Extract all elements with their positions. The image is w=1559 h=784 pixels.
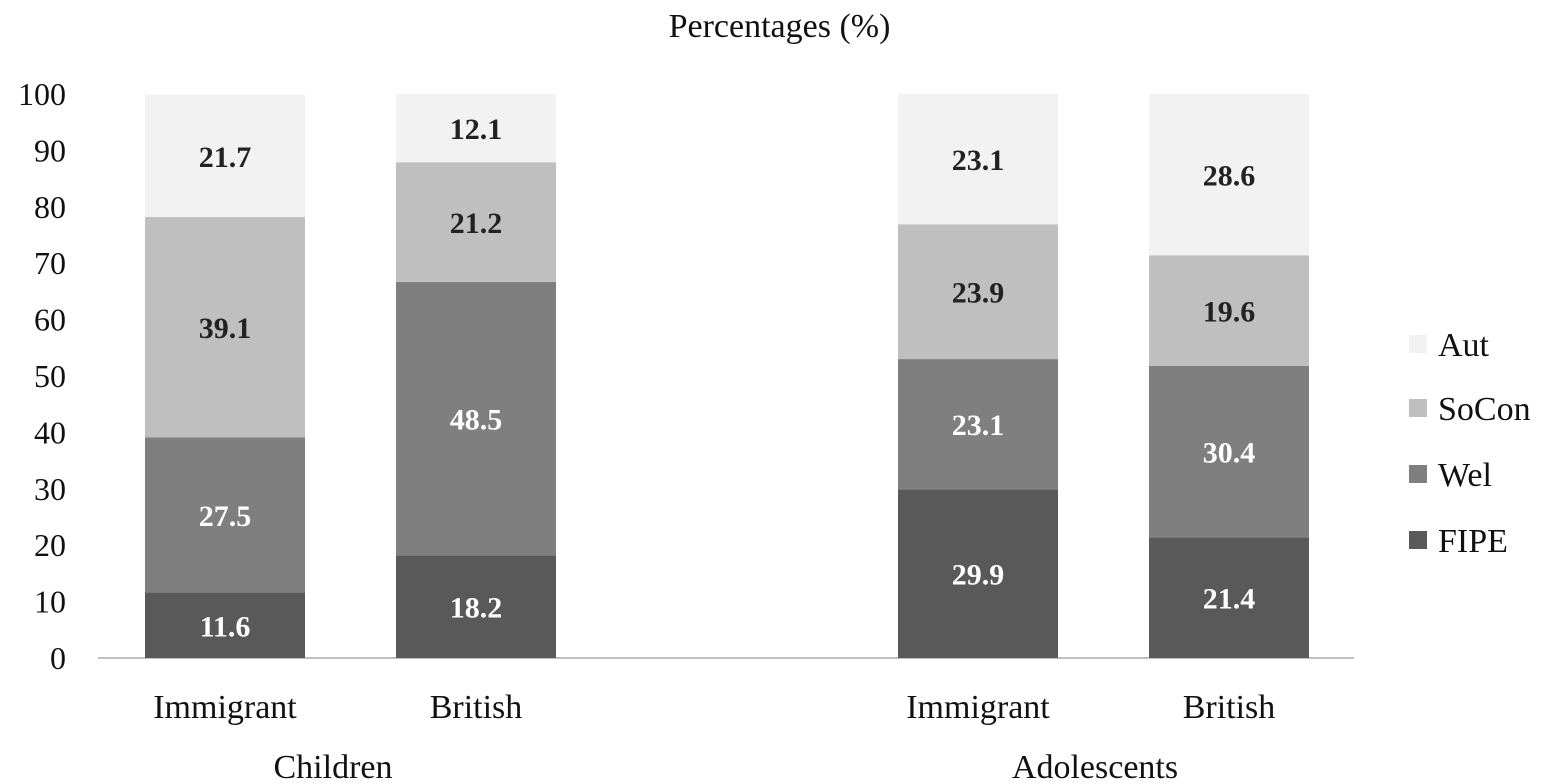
bar-segment-socon bbox=[396, 162, 556, 282]
x-tick-label: Immigrant bbox=[906, 689, 1050, 726]
data-label: 48.5 bbox=[450, 404, 503, 437]
bar-segment-socon bbox=[898, 224, 1058, 360]
bar-segment-aut bbox=[1149, 94, 1309, 256]
legend-swatch-fipe bbox=[1409, 531, 1427, 549]
y-tick-label: 100 bbox=[18, 76, 66, 112]
bar-segment-wel bbox=[1149, 365, 1309, 538]
y-tick-label: 30 bbox=[34, 471, 66, 507]
y-tick-label: 50 bbox=[34, 358, 66, 394]
data-label: 23.9 bbox=[952, 277, 1005, 310]
legend-label: SoCon bbox=[1438, 391, 1531, 428]
chart-title: Percentages (%) bbox=[668, 8, 891, 45]
bar-segment-wel bbox=[898, 359, 1058, 490]
y-tick-label: 10 bbox=[34, 584, 66, 620]
legend-label: FIPE bbox=[1438, 523, 1508, 560]
data-label: 30.4 bbox=[1203, 437, 1256, 470]
y-tick-label: 0 bbox=[50, 640, 66, 676]
data-label: 11.6 bbox=[200, 610, 251, 643]
y-tick-label: 20 bbox=[34, 527, 66, 563]
y-tick-label: 80 bbox=[34, 189, 66, 225]
data-label: 21.4 bbox=[1203, 583, 1256, 616]
y-tick-label: 40 bbox=[34, 414, 66, 450]
bar-segment-aut bbox=[396, 94, 556, 163]
data-label: 27.5 bbox=[199, 500, 252, 533]
bar-segment-socon bbox=[1149, 255, 1309, 366]
data-label: 23.1 bbox=[952, 409, 1005, 442]
data-label: 28.6 bbox=[1203, 160, 1256, 193]
bar-segment-fipe bbox=[145, 592, 305, 658]
x-tick-label: British bbox=[1183, 689, 1276, 726]
legend-swatch-wel bbox=[1409, 465, 1427, 483]
legend-swatch-aut bbox=[1409, 335, 1427, 353]
legend-label: Wel bbox=[1438, 457, 1492, 494]
data-label: 39.1 bbox=[199, 312, 252, 345]
x-tick-label: British bbox=[430, 689, 523, 726]
y-tick-label: 90 bbox=[34, 132, 66, 168]
bar-segment-aut bbox=[145, 94, 305, 217]
x-tick-label: Immigrant bbox=[153, 689, 297, 726]
group-label: Adolescents bbox=[1012, 749, 1178, 784]
bar-segment-wel bbox=[396, 281, 556, 556]
data-label: 19.6 bbox=[1203, 296, 1256, 329]
data-label: 21.2 bbox=[450, 207, 503, 240]
bar-segment-fipe bbox=[898, 489, 1058, 658]
data-label: 12.1 bbox=[450, 113, 503, 146]
bar-segment-socon bbox=[145, 216, 305, 438]
bar-segment-aut bbox=[898, 94, 1058, 225]
data-label: 21.7 bbox=[199, 141, 252, 174]
data-label: 29.9 bbox=[952, 559, 1005, 592]
group-label: Children bbox=[274, 749, 393, 784]
data-label: 23.1 bbox=[952, 144, 1005, 177]
bar-segment-fipe bbox=[396, 555, 556, 658]
bar-segment-fipe bbox=[1149, 537, 1309, 658]
y-tick-label: 60 bbox=[34, 302, 66, 338]
legend-label: Aut bbox=[1438, 327, 1490, 364]
legend-swatch-socon bbox=[1409, 399, 1427, 417]
bar-segment-wel bbox=[145, 437, 305, 593]
y-tick-label: 70 bbox=[34, 245, 66, 281]
data-label: 18.2 bbox=[450, 592, 503, 625]
